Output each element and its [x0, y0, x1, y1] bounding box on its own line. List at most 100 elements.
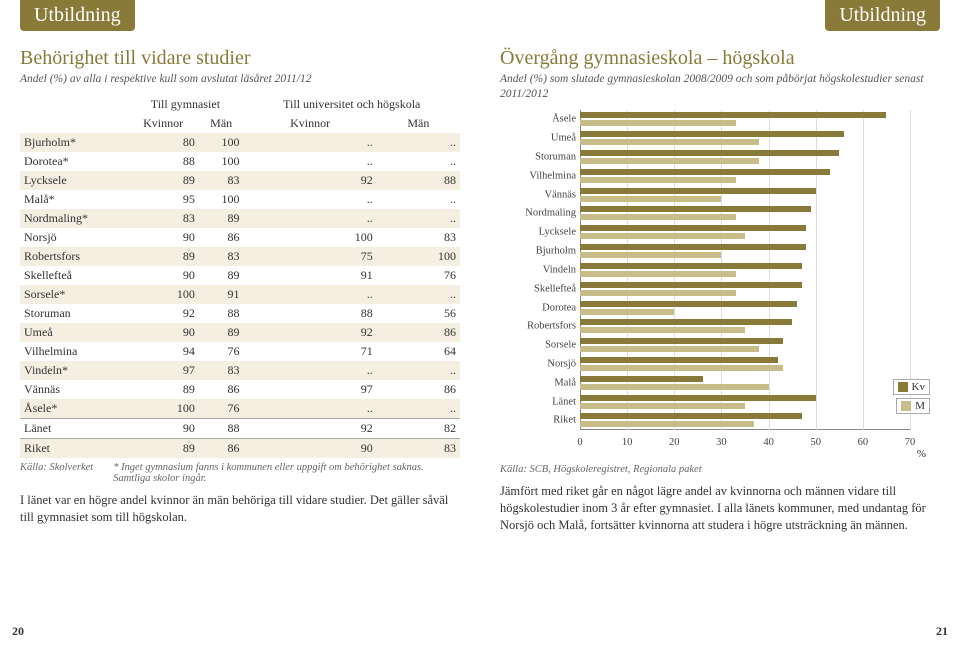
col-man-1: Män: [199, 114, 244, 133]
chart-bar-kv: [580, 225, 806, 231]
table-cell: Åsele*: [20, 399, 127, 419]
chart-bar-m: [580, 214, 736, 220]
table-cell: ..: [244, 152, 377, 171]
table-cell: 100: [127, 285, 199, 304]
chart-bar-kv: [580, 112, 886, 118]
chart-xtick: 50: [810, 437, 821, 448]
table-cell: 86: [199, 380, 244, 399]
table-cell: 100: [127, 399, 199, 419]
chart-ytick: Länet: [500, 396, 576, 407]
table-cell: 90: [127, 418, 199, 438]
table-cell: 97: [127, 361, 199, 380]
chart-ytick: Bjurholm: [500, 246, 576, 257]
right-body-text: Jämfört med riket går en något lägre and…: [500, 483, 940, 534]
chart-xtick: 20: [669, 437, 680, 448]
chart-xtick: 70: [905, 437, 916, 448]
table-cell: 89: [127, 247, 199, 266]
table-cell: 76: [377, 266, 460, 285]
table-cell: 100: [199, 190, 244, 209]
legend-kv: Kv: [893, 379, 930, 395]
legend-m: M: [896, 398, 930, 414]
section-tab-left: Utbildning: [20, 0, 135, 31]
chart-ytick: Skellefteå: [500, 283, 576, 294]
chart-ytick: Robertsfors: [500, 321, 576, 332]
legend-kv-label: Kv: [912, 381, 925, 393]
table-cell: 89: [199, 209, 244, 228]
chart-ytick: Norsjö: [500, 358, 576, 369]
table-cell: 90: [244, 438, 377, 458]
table-cell: 83: [199, 247, 244, 266]
chart-bar-kv: [580, 244, 806, 250]
table-cell: ..: [377, 361, 460, 380]
chart-gridline: [816, 110, 817, 430]
table-cell: Bjurholm*: [20, 133, 127, 152]
chart-bar-m: [580, 327, 745, 333]
table-cell: 83: [199, 171, 244, 190]
table-cell: 90: [127, 228, 199, 247]
table-cell: 86: [377, 323, 460, 342]
chart-bar-kv: [580, 338, 783, 344]
table-cell: Riket: [20, 438, 127, 458]
chart-bar-m: [580, 365, 783, 371]
chart-bar-kv: [580, 319, 792, 325]
chart-xtick: 30: [716, 437, 727, 448]
section-tab-right: Utbildning: [825, 0, 940, 31]
left-subtitle: Andel (%) av alla i respektive kull som …: [20, 72, 460, 87]
chart-ytick: Umeå: [500, 133, 576, 144]
table-cell: 92: [244, 323, 377, 342]
table-cell: Storuman: [20, 304, 127, 323]
table-cell: 100: [199, 133, 244, 152]
chart-ytick: Dorotea: [500, 302, 576, 313]
table-cell: ..: [377, 190, 460, 209]
chart-bar-m: [580, 139, 759, 145]
table-cell: 86: [377, 380, 460, 399]
chart-ytick: Åsele: [500, 114, 576, 125]
table-cell: Malå*: [20, 190, 127, 209]
chart-bar-m: [580, 271, 736, 277]
chart-bar-kv: [580, 376, 703, 382]
chart-bar-m: [580, 384, 769, 390]
chart-ytick: Riket: [500, 415, 576, 426]
chart-ytick: Lycksele: [500, 227, 576, 238]
table-cell: 71: [244, 342, 377, 361]
table-cell: ..: [244, 209, 377, 228]
table-cell: 76: [199, 399, 244, 419]
transition-chart: % 010203040506070ÅseleUmeåStorumanVilhel…: [500, 110, 930, 460]
chart-bar-kv: [580, 206, 811, 212]
table-cell: 83: [377, 438, 460, 458]
col-kvinnor-1: Kvinnor: [127, 114, 199, 133]
chart-bar-kv: [580, 169, 830, 175]
table-cell: 86: [199, 438, 244, 458]
table-cell: 100: [199, 152, 244, 171]
col-group-gymnasiet: Till gymnasiet: [127, 95, 243, 114]
table-cell: ..: [244, 399, 377, 419]
table-cell: 83: [199, 361, 244, 380]
chart-bar-m: [580, 290, 736, 296]
table-cell: ..: [244, 133, 377, 152]
table-cell: 92: [244, 171, 377, 190]
table-cell: 82: [377, 418, 460, 438]
table-cell: Sorsele*: [20, 285, 127, 304]
chart-bar-m: [580, 233, 745, 239]
right-title: Övergång gymnasieskola – högskola: [500, 47, 940, 70]
chart-ytick: Vilhelmina: [500, 170, 576, 181]
right-subtitle: Andel (%) som slutade gymnasieskolan 200…: [500, 72, 940, 102]
page-number-right: 21: [936, 624, 948, 639]
table-cell: Länet: [20, 418, 127, 438]
chart-ytick: Vännäs: [500, 189, 576, 200]
left-footnote: * Inget gymnasium fanns i kommunen eller…: [113, 462, 460, 484]
table-cell: 88: [377, 171, 460, 190]
table-cell: ..: [244, 361, 377, 380]
table-cell: 80: [127, 133, 199, 152]
table-cell: 97: [244, 380, 377, 399]
table-cell: ..: [377, 399, 460, 419]
table-cell: Vilhelmina: [20, 342, 127, 361]
chart-bar-m: [580, 403, 745, 409]
table-cell: 92: [127, 304, 199, 323]
table-cell: 76: [199, 342, 244, 361]
legend-m-label: M: [915, 400, 925, 412]
table-cell: ..: [244, 285, 377, 304]
table-cell: Dorotea*: [20, 152, 127, 171]
eligibility-table: Till gymnasiet Till universitet och högs…: [20, 95, 460, 458]
table-cell: 89: [199, 266, 244, 285]
